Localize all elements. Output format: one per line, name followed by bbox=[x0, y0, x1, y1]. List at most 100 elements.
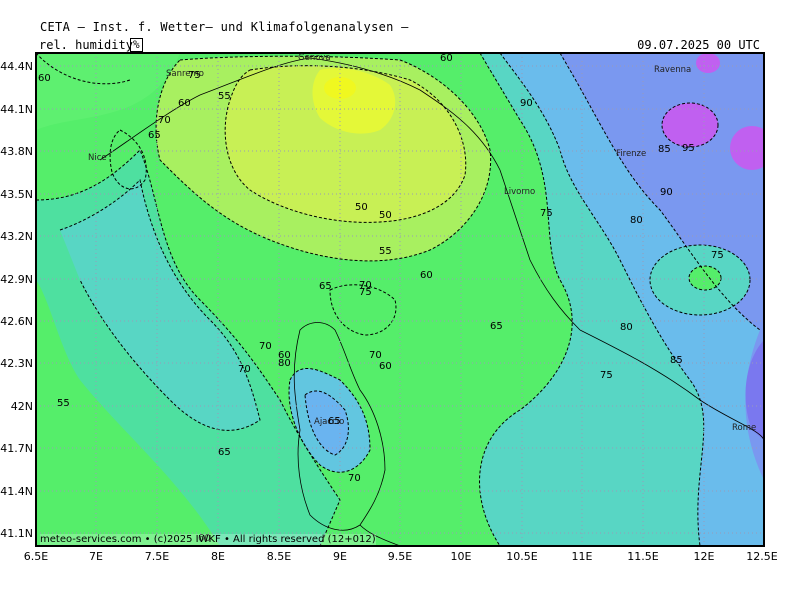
lon-tick-label: 12E bbox=[694, 550, 715, 563]
contour-label: 65 bbox=[490, 321, 503, 332]
city-label: Ravenna bbox=[654, 65, 691, 75]
lon-tick-label: 7E bbox=[89, 550, 103, 563]
city-label: Livorno bbox=[504, 187, 535, 197]
contour-label: 85 bbox=[670, 355, 683, 366]
lon-tick-label: 8.5E bbox=[267, 550, 291, 563]
contour-label: 60 bbox=[420, 270, 433, 281]
contour-55 bbox=[155, 55, 492, 262]
fill-rh-90-southeast bbox=[745, 340, 764, 440]
contour-70-capraia bbox=[329, 284, 397, 336]
lat-tick-label: 43.2N bbox=[0, 230, 33, 243]
contour-label: 50 bbox=[355, 202, 368, 213]
lon-tick-label: 8E bbox=[211, 550, 225, 563]
contour-70-west bbox=[36, 149, 341, 546]
fill-rh-70-core bbox=[689, 266, 721, 290]
contour-80-east bbox=[499, 53, 705, 546]
lon-tick-label: 7.5E bbox=[145, 550, 169, 563]
map-subheader: rel. humidity % 09.07.2025 00 UTC bbox=[36, 38, 764, 52]
valid-datetime: 09.07.2025 00 UTC bbox=[637, 38, 760, 52]
lat-tick-label: 41.4N bbox=[0, 485, 33, 498]
fill-rh-40 bbox=[324, 77, 356, 99]
contour-label: 80 bbox=[630, 215, 643, 226]
lon-tick-label: 10.5E bbox=[506, 550, 537, 563]
humidity-field bbox=[36, 53, 764, 546]
contour-label: 65 bbox=[218, 447, 231, 458]
lon-tick-label: 6.5E bbox=[24, 550, 48, 563]
coastlines bbox=[99, 57, 764, 546]
fill-rh-75-west bbox=[60, 180, 260, 431]
lon-tick-label: 10E bbox=[451, 550, 472, 563]
city-label: Firenze bbox=[616, 149, 646, 159]
contour-75-blob bbox=[649, 244, 751, 316]
contour-label: 55 bbox=[218, 91, 231, 102]
city-label: Sanremo bbox=[166, 69, 204, 79]
contour-lines bbox=[36, 53, 761, 546]
lat-tick-label: 41.1N bbox=[0, 527, 33, 540]
contour-label: 70 bbox=[259, 341, 272, 352]
contour-label: 85 bbox=[658, 144, 671, 155]
lat-tick-label: 43.5N bbox=[0, 188, 33, 201]
map-title: CETA – Inst. f. Wetter– und Klimafolgena… bbox=[40, 20, 409, 34]
contour-label: 70 bbox=[238, 364, 251, 375]
contour-label: 75 bbox=[540, 208, 553, 219]
contour-label: 60 bbox=[38, 73, 51, 84]
city-label: Genova bbox=[298, 53, 331, 63]
lon-tick-label: 11E bbox=[572, 550, 593, 563]
contour-80-corsica bbox=[288, 367, 371, 473]
contour-95 bbox=[661, 102, 719, 148]
coastline-lazio bbox=[579, 329, 764, 441]
contour-label: 75 bbox=[359, 287, 372, 298]
variable-label: rel. humidity bbox=[39, 38, 133, 52]
city-label: Ajaccio bbox=[314, 417, 344, 427]
fill-rh-95-north bbox=[696, 53, 720, 73]
contour-label: 65 bbox=[328, 416, 341, 427]
contour-85-corsica bbox=[304, 390, 349, 456]
contour-85-east bbox=[559, 53, 761, 331]
contour-label: 95 bbox=[682, 143, 695, 154]
city-label: Rome bbox=[732, 423, 756, 433]
lat-tick-label: 43.8N bbox=[0, 145, 33, 158]
lon-tick-label: 12.5E bbox=[746, 550, 777, 563]
contour-label: 55 bbox=[57, 398, 70, 409]
lat-tick-label: 42.6N bbox=[0, 315, 33, 328]
fill-rh-95-east bbox=[730, 126, 764, 170]
lat-tick-label: 41.7N bbox=[0, 442, 33, 455]
contour-75-east bbox=[479, 53, 573, 546]
coastline-liguria-tuscany bbox=[99, 57, 581, 331]
contour-label: 60 bbox=[198, 533, 211, 544]
contour-label: 75 bbox=[188, 70, 201, 81]
contour-60-northwest bbox=[36, 53, 131, 85]
map-frame bbox=[35, 52, 765, 547]
coastline-corsica bbox=[293, 322, 386, 531]
contour-label: 60 bbox=[379, 361, 392, 372]
contour-70-blob bbox=[688, 265, 722, 291]
city-label: Nice bbox=[88, 153, 107, 163]
fill-rh-90 bbox=[560, 53, 764, 480]
latitude-axis: 44.4N 44.1N 43.8N 43.5N 43.2N 42.9N 42.6… bbox=[0, 60, 33, 540]
lat-tick-label: 44.1N bbox=[0, 103, 33, 116]
contour-label: 50 bbox=[379, 210, 392, 221]
fill-rh-60-northwest bbox=[36, 53, 180, 130]
contour-label: 70 bbox=[158, 115, 171, 126]
contour-75-west bbox=[59, 178, 261, 431]
contour-label: 60 bbox=[278, 350, 291, 361]
contour-label: 75 bbox=[711, 250, 724, 261]
lon-tick-label: 9E bbox=[333, 550, 347, 563]
lat-tick-label: 44.4N bbox=[0, 60, 33, 73]
graticule bbox=[36, 53, 764, 546]
fill-rh-85-corsica bbox=[305, 390, 349, 455]
lat-tick-label: 42.9N bbox=[0, 273, 33, 286]
contour-label: 65 bbox=[319, 281, 332, 292]
fill-rh-50 bbox=[225, 65, 466, 223]
contour-label: 60 bbox=[178, 98, 191, 109]
contour-label: 75 bbox=[600, 370, 613, 381]
longitude-axis: 6.5E 7E 7.5E 8E 8.5E 9E 9.5E 10E 10.5E 1… bbox=[24, 550, 778, 563]
contour-value-labels: 60 75 60 55 60 65 70 85 90 95 90 50 75 8… bbox=[38, 53, 724, 544]
contour-label: 60 bbox=[440, 53, 453, 64]
copyright-footer: meteo-services.com • (c)2025 IWKF • All … bbox=[40, 534, 376, 545]
contour-label: 70 bbox=[348, 473, 361, 484]
lon-tick-label: 11.5E bbox=[627, 550, 658, 563]
lon-tick-label: 9.5E bbox=[388, 550, 412, 563]
contour-label: 90 bbox=[660, 187, 673, 198]
